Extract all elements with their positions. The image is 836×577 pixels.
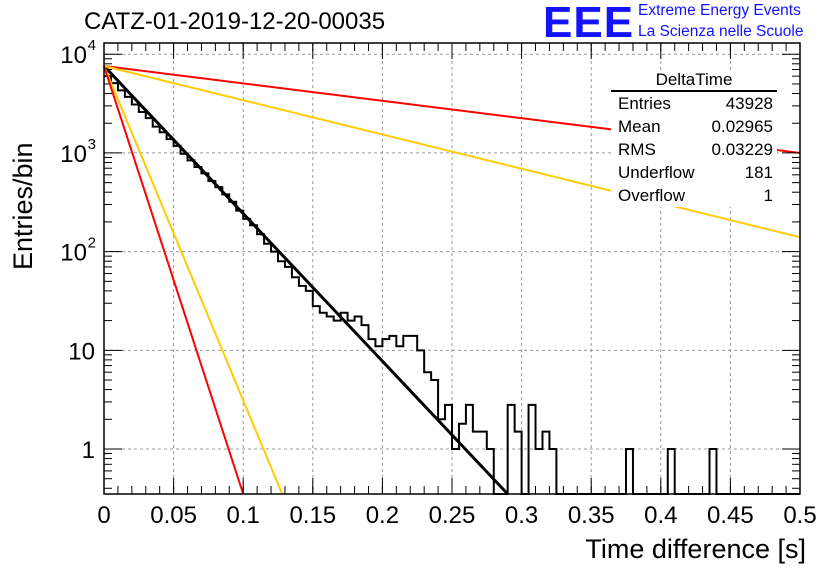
x-tick-label: 0.15: [289, 502, 336, 529]
exponential-curve: [103, 65, 801, 239]
exponential-curve: [103, 65, 284, 495]
stats-label: RMS: [618, 140, 656, 159]
exponential-curve: [103, 65, 245, 495]
y-axis-label: Entries/bin: [8, 142, 38, 270]
stats-box: DeltaTime Entries 43928 Mean 0.02965 RMS…: [611, 70, 777, 207]
x-tick-label: 0.45: [707, 502, 754, 529]
y-tick-label: 1: [82, 437, 95, 464]
stats-row: Entries 43928: [611, 92, 777, 115]
x-tick-label: 0.4: [644, 502, 677, 529]
stats-label: Underflow: [618, 163, 695, 182]
logo-line-1: Extreme Energy Events: [638, 2, 801, 19]
x-tick-label: 0.1: [227, 502, 260, 529]
y-tick-exponent: 3: [88, 136, 96, 153]
y-tick-exponent: 2: [88, 235, 96, 252]
y-tick-label: 10: [60, 240, 87, 267]
x-axis-label: Time difference [s]: [585, 534, 806, 564]
stats-value: 181: [744, 163, 773, 182]
stats-row: Underflow 181: [611, 161, 777, 184]
y-tick-label: 10: [60, 141, 87, 168]
stats-label: Overflow: [618, 186, 686, 205]
fit-curve: [102, 64, 509, 496]
y-tick-exponent: 4: [88, 37, 96, 54]
x-tick-label: 0: [97, 502, 110, 529]
x-tick-label: 0.5: [783, 502, 816, 529]
x-tick-label: 0.05: [150, 502, 197, 529]
x-tick-label: 0.25: [429, 502, 476, 529]
x-tick-label: 0.2: [366, 502, 399, 529]
chart-title: CATZ-01-2019-12-20-00035: [84, 8, 386, 35]
stats-row: Mean 0.02965: [611, 115, 777, 138]
stats-value: 0.03229: [711, 140, 773, 159]
stats-label: Entries: [618, 94, 671, 113]
eee-logo: EEE: [543, 0, 635, 47]
stats-row: Overflow 1: [611, 184, 777, 207]
stats-row: RMS 0.03229: [611, 138, 777, 161]
stats-value: 0.02965: [711, 117, 773, 136]
y-tick-label: 10: [60, 42, 87, 69]
y-tick-label: 10: [68, 338, 95, 365]
stats-label: Mean: [618, 117, 661, 136]
stats-value: 43928: [725, 94, 773, 113]
x-tick-label: 0.3: [505, 502, 538, 529]
logo-line-2: La Scienza nelle Scuole: [638, 23, 804, 40]
stats-title: DeltaTime: [611, 70, 777, 92]
stats-value: 1: [763, 186, 773, 205]
x-tick-label: 0.35: [568, 502, 615, 529]
